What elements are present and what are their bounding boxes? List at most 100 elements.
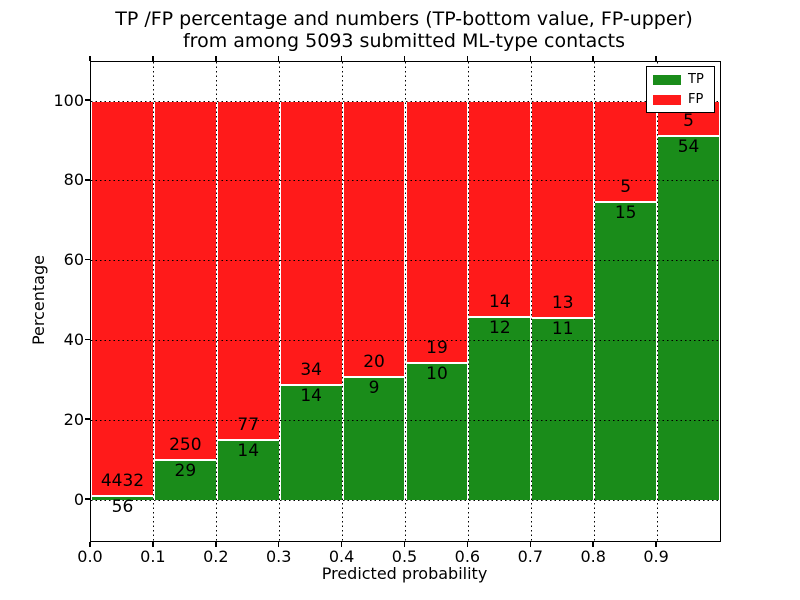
fp-count-label: 77 bbox=[237, 414, 260, 435]
y-tick-label: 100 bbox=[53, 90, 84, 110]
vertical-gridline bbox=[342, 62, 344, 541]
x-tick-label: 0.7 bbox=[517, 547, 544, 566]
x-tick-mark-top bbox=[340, 56, 343, 61]
x-tick-label: 0.4 bbox=[328, 547, 355, 566]
vertical-gridline bbox=[216, 62, 218, 541]
y-tick-label: 60 bbox=[63, 250, 84, 270]
vertical-gridline bbox=[405, 62, 406, 541]
x-tick-label: 0.5 bbox=[391, 547, 418, 566]
x-tick-label: 0.1 bbox=[140, 547, 166, 566]
y-tick-mark bbox=[85, 258, 90, 261]
tp-count-label: 29 bbox=[174, 460, 197, 481]
legend-label-tp: TP bbox=[688, 72, 704, 87]
fp-count-label: 20 bbox=[363, 352, 385, 373]
fp-count-label: 19 bbox=[426, 338, 448, 359]
legend-box: TP FP bbox=[646, 66, 715, 113]
horizontal-gridline bbox=[91, 100, 720, 102]
x-tick-mark bbox=[403, 541, 406, 547]
y-tick-label: 0 bbox=[73, 489, 84, 509]
y-tick-mark bbox=[85, 498, 90, 500]
fp-count-label: 13 bbox=[551, 293, 574, 314]
tp-bar-segment bbox=[594, 200, 658, 500]
fp-count-label: 34 bbox=[300, 359, 322, 380]
legend-label-fp: FP bbox=[688, 92, 704, 107]
tp-count-label: 15 bbox=[614, 202, 637, 223]
fp-color-swatch bbox=[653, 94, 681, 105]
x-tick-mark-top bbox=[215, 56, 217, 61]
fp-count-label: 5 bbox=[683, 110, 694, 131]
fp-bar-segment bbox=[216, 101, 280, 439]
x-tick-mark bbox=[592, 541, 594, 547]
fp-bar-segment bbox=[91, 101, 154, 496]
fp-bar-segment bbox=[531, 101, 595, 318]
x-tick-mark bbox=[89, 541, 91, 547]
x-tick-mark-top bbox=[655, 56, 657, 61]
y-tick-mark bbox=[85, 99, 90, 101]
tp-count-label: 11 bbox=[551, 319, 574, 340]
tp-bar-segment bbox=[468, 315, 532, 500]
legend-item-fp: FP bbox=[653, 92, 708, 107]
tp-color-swatch bbox=[653, 74, 681, 85]
x-tick-mark bbox=[529, 541, 532, 547]
horizontal-gridline bbox=[91, 499, 720, 501]
tp-count-label: 56 bbox=[111, 497, 134, 518]
x-tick-mark bbox=[277, 541, 280, 547]
x-tick-label: 0.3 bbox=[265, 547, 292, 566]
fp-bar-segment bbox=[468, 101, 532, 316]
vertical-gridline bbox=[467, 62, 469, 541]
chart-title-line2: from among 5093 submitted ML-type contac… bbox=[182, 30, 626, 52]
tp-bar-segment bbox=[279, 383, 343, 500]
y-tick-mark bbox=[85, 338, 90, 341]
x-tick-mark-top bbox=[466, 56, 469, 61]
tp-count-label: 14 bbox=[237, 440, 260, 461]
horizontal-gridline bbox=[91, 419, 720, 421]
tp-count-label: 14 bbox=[300, 385, 322, 406]
tp-bar-segment bbox=[342, 376, 406, 500]
y-axis-label: Percentage bbox=[29, 255, 48, 346]
x-tick-mark bbox=[152, 541, 154, 547]
y-tick-mark bbox=[85, 418, 90, 420]
legend-item-tp: TP bbox=[653, 72, 708, 87]
x-tick-mark-top bbox=[89, 56, 91, 61]
fp-count-label: 5 bbox=[620, 176, 632, 197]
x-tick-mark bbox=[655, 541, 657, 547]
fp-count-label: 4432 bbox=[100, 471, 145, 492]
x-tick-label: 0.0 bbox=[77, 547, 103, 566]
tp-count-label: 54 bbox=[677, 136, 700, 157]
vertical-gridline bbox=[593, 62, 595, 541]
y-tick-mark bbox=[85, 179, 90, 181]
y-tick-label: 80 bbox=[63, 170, 84, 190]
tp-bar-segment bbox=[657, 134, 720, 500]
tp-count-label: 10 bbox=[426, 364, 448, 385]
vertical-gridline bbox=[153, 62, 155, 541]
tp-count-label: 9 bbox=[368, 378, 380, 399]
x-tick-label: 0.9 bbox=[643, 547, 669, 566]
tp-bar-segment bbox=[531, 317, 595, 500]
tp-count-label: 12 bbox=[489, 317, 511, 338]
vertical-gridline bbox=[530, 62, 532, 541]
horizontal-gridline bbox=[91, 260, 720, 262]
chart-title-line1: TP /FP percentage and numbers (TP-bottom… bbox=[115, 8, 693, 30]
x-tick-label: 0.2 bbox=[203, 547, 229, 566]
y-tick-label: 20 bbox=[63, 409, 84, 429]
fp-count-label: 14 bbox=[489, 291, 511, 312]
fp-bar-segment bbox=[153, 101, 217, 459]
horizontal-gridline bbox=[91, 180, 720, 182]
fp-bar-segment bbox=[279, 101, 343, 384]
vertical-gridline bbox=[279, 62, 281, 541]
x-tick-mark-top bbox=[277, 56, 280, 61]
tp-bar-segment bbox=[216, 438, 280, 500]
plot-area: 4432 56 250 29 77 14 34 14 20 9 19 10 14 12 13 11 5 15 5 54 bbox=[90, 61, 721, 542]
fp-bar-segment bbox=[405, 101, 469, 363]
vertical-gridline bbox=[656, 62, 658, 541]
fp-bar-segment bbox=[342, 101, 406, 377]
chart-title: TP /FP percentage and numbers (TP-bottom… bbox=[54, 8, 754, 52]
x-tick-mark-top bbox=[152, 56, 154, 61]
horizontal-gridline bbox=[91, 339, 720, 341]
x-axis-label: Predicted probability bbox=[321, 564, 488, 583]
x-tick-mark bbox=[215, 541, 217, 547]
x-tick-mark bbox=[466, 541, 469, 547]
x-tick-mark-top bbox=[403, 56, 406, 61]
x-tick-mark-top bbox=[592, 56, 594, 61]
